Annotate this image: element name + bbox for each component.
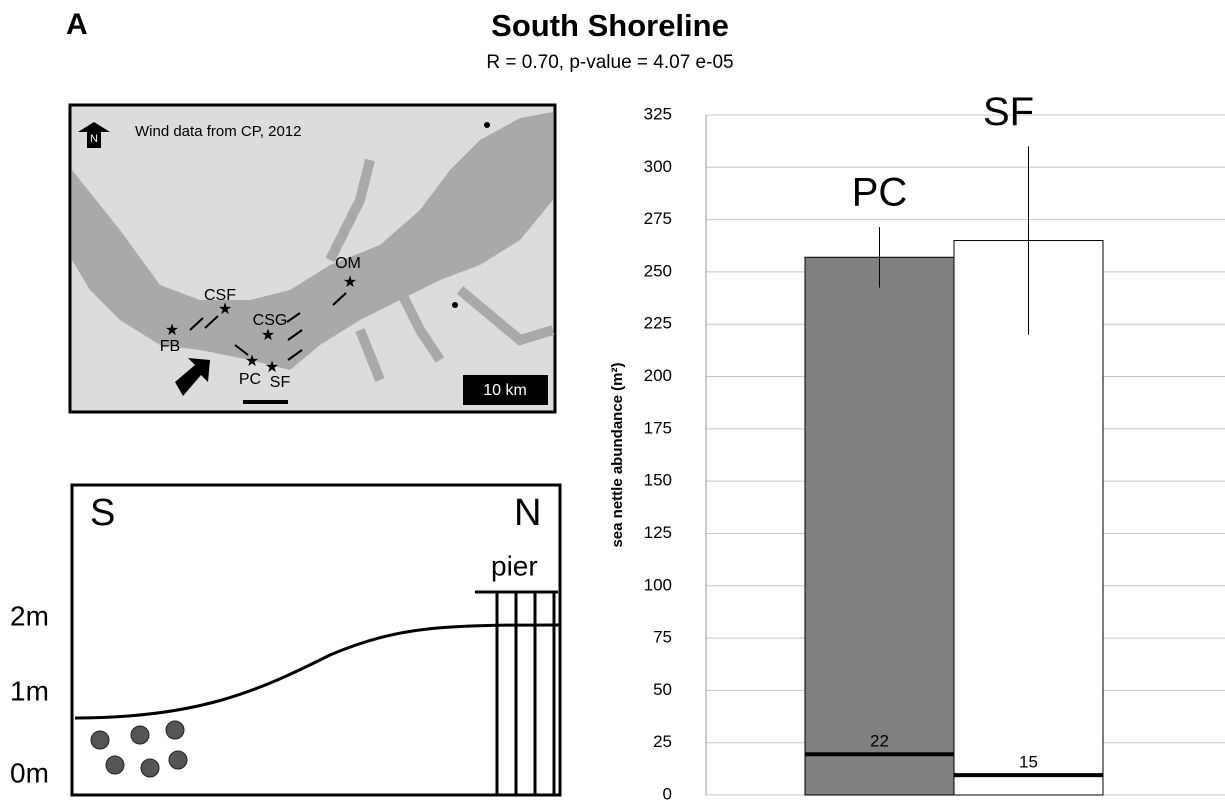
site-label: FB — [160, 338, 180, 355]
panel-label: A — [66, 8, 88, 41]
y-tick-label: 125 — [644, 523, 672, 542]
site-star: ★ — [165, 322, 179, 339]
y-tick-label: 275 — [644, 209, 672, 228]
y-axis-label: sea nettle abundance (m²) — [609, 362, 626, 547]
chart-title: South Shoreline — [491, 8, 729, 43]
north-label: N — [90, 133, 98, 145]
y-tick-label: 75 — [653, 628, 672, 647]
site-label: CSF — [204, 287, 236, 304]
south-label: S — [90, 492, 115, 534]
depth-label: 0m — [10, 757, 49, 788]
y-tick-label: 0 — [663, 784, 672, 802]
map-caption: Wind data from CP, 2012 — [135, 123, 301, 140]
site-label: PC — [239, 371, 261, 388]
map: N Wind data from CP, 2012 10 km ★OM★CSF★… — [68, 103, 557, 414]
depth-label: 2m — [10, 600, 49, 631]
north-label: N — [514, 492, 541, 534]
y-tick-label: 325 — [644, 104, 672, 123]
y-tick-label: 300 — [644, 157, 672, 176]
pier-label: pier — [491, 550, 538, 581]
site-label: CSG — [253, 312, 288, 329]
site-star: ★ — [343, 274, 357, 291]
site-label: OM — [335, 255, 361, 272]
scale-label: 10 km — [483, 382, 527, 399]
site-star: ★ — [245, 353, 259, 370]
y-tick-label: 150 — [644, 471, 672, 490]
depth-label: 1m — [10, 675, 49, 706]
profile: S N pier 2m 1m 0m — [10, 483, 562, 797]
site-star: ★ — [265, 359, 279, 376]
baseline-count: 15 — [1019, 753, 1038, 772]
site-star: ★ — [218, 301, 232, 318]
category-label: PC — [852, 171, 908, 215]
chart-subtitle: R = 0.70, p-value = 4.07 e-05 — [486, 52, 733, 73]
site-star: ★ — [261, 327, 275, 344]
site-label: SF — [270, 374, 291, 391]
y-tick-label: 100 — [644, 575, 672, 594]
y-tick-label: 200 — [644, 366, 672, 385]
category-label: SF — [983, 90, 1034, 134]
y-tick-label: 250 — [644, 261, 672, 280]
y-tick-label: 175 — [644, 418, 672, 437]
baseline-count: 22 — [870, 732, 889, 751]
y-tick-label: 225 — [644, 314, 672, 333]
bar — [804, 256, 955, 796]
y-tick-label: 50 — [653, 680, 672, 699]
y-tick-label: 25 — [653, 732, 672, 751]
